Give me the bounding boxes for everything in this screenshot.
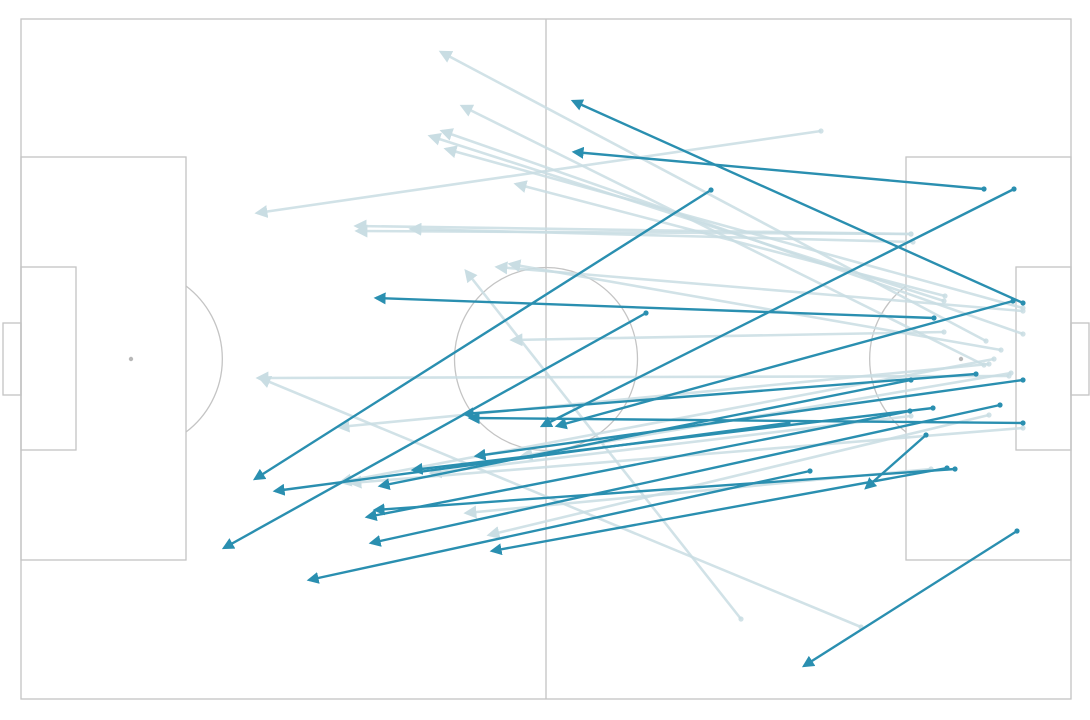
faded-pass-start-11 xyxy=(1020,308,1026,314)
highlight-pass-arrow-19 xyxy=(372,467,956,516)
highlight-pass-arrow-3 xyxy=(252,188,712,481)
highlight-pass-arrow-6 xyxy=(554,299,1014,430)
faded-pass-start-23 xyxy=(1008,370,1014,376)
highlight-pass-arrow-15 xyxy=(306,469,811,584)
faded-pass-start-20 xyxy=(986,412,992,418)
faded-pass-start-17 xyxy=(986,361,992,367)
right-goal xyxy=(1070,322,1090,396)
faded-pass-start-2 xyxy=(1020,331,1026,337)
centre-circle xyxy=(453,266,639,452)
highlight-pass-arrow-7 xyxy=(461,372,977,420)
highlight-pass-arrow-11 xyxy=(364,409,911,522)
left-goal xyxy=(2,322,22,396)
faded-pass-arrow-15 xyxy=(464,268,743,620)
highlight-pass-start-15 xyxy=(807,468,813,474)
left-penalty-area xyxy=(20,156,187,561)
pitch-markings xyxy=(2,18,1090,700)
faded-pass-arrow-14 xyxy=(255,371,1010,385)
faded-pass-start-1 xyxy=(983,338,989,344)
right-penalty-arc xyxy=(869,285,907,433)
faded-pass-arrow-4 xyxy=(443,145,1024,310)
highlight-pass-arrow-13 xyxy=(539,187,1015,428)
highlight-pass-arrow-4 xyxy=(221,311,647,550)
faded-pass-arrow-11 xyxy=(494,261,1024,313)
highlight-pass-arrow-16 xyxy=(467,412,1024,425)
highlight-pass-start-4 xyxy=(643,310,649,316)
highlight-pass-arrow-20 xyxy=(410,406,934,475)
highlight-pass-start-12 xyxy=(997,402,1003,408)
faded-pass-arrow-6 xyxy=(459,104,985,367)
faded-pass-series xyxy=(254,50,1026,630)
faded-pass-start-15 xyxy=(738,616,744,622)
highlight-pass-start-6 xyxy=(1010,298,1016,304)
faded-pass-arrow-9 xyxy=(408,222,914,244)
highlight-pass-arrow-5 xyxy=(373,292,935,320)
highlight-pass-start-19 xyxy=(952,466,958,472)
faded-pass-start-19 xyxy=(908,413,914,419)
faded-pass-start-10 xyxy=(942,293,948,299)
highlight-pass-arrow-2 xyxy=(571,146,985,191)
highlight-pass-start-18 xyxy=(923,432,929,438)
highlight-pass-start-7 xyxy=(973,371,979,377)
highlight-pass-start-16 xyxy=(1020,420,1026,426)
faded-pass-arrow-1 xyxy=(438,50,987,343)
highlight-pass-start-10 xyxy=(1020,377,1026,383)
highlight-pass-arrow-12 xyxy=(368,403,1001,547)
faded-pass-start-3 xyxy=(818,128,824,134)
right-penalty-area xyxy=(905,156,1072,561)
highlight-pass-start-5 xyxy=(931,315,937,321)
highlight-pass-arrow-18 xyxy=(864,434,927,490)
left-penalty-arc xyxy=(185,285,223,433)
highlight-pass-start-8 xyxy=(908,377,914,383)
faded-pass-arrow-13 xyxy=(509,330,945,347)
highlight-pass-arrow-1 xyxy=(570,99,1024,305)
highlight-pass-start-13 xyxy=(1011,186,1017,192)
right-penalty-spot xyxy=(958,356,964,362)
faded-pass-start-5 xyxy=(941,298,947,304)
faded-pass-start-8 xyxy=(908,231,914,237)
faded-pass-arrow-10 xyxy=(513,180,946,298)
faded-pass-arrow-8 xyxy=(354,224,912,238)
highlight-pass-start-17 xyxy=(1014,528,1020,534)
left-penalty-spot xyxy=(128,356,134,362)
faded-pass-start-18 xyxy=(991,356,997,362)
faded-pass-start-22 xyxy=(1020,425,1026,431)
faded-pass-arrow-20 xyxy=(486,413,990,539)
highlight-pass-arrow-17 xyxy=(801,529,1018,668)
highlight-pass-start-20 xyxy=(930,405,936,411)
highlight-pass-start-2 xyxy=(981,186,987,192)
highlighted-pass-series xyxy=(221,99,1026,668)
left-six-yard-box xyxy=(20,266,77,451)
highlight-pass-start-1 xyxy=(1020,300,1026,306)
faded-pass-arrow-12 xyxy=(507,259,1002,352)
faded-pass-start-13 xyxy=(941,329,947,335)
faded-pass-start-12 xyxy=(998,347,1004,353)
highlight-pass-start-3 xyxy=(708,187,714,193)
highlight-pass-arrow-10 xyxy=(473,378,1024,461)
